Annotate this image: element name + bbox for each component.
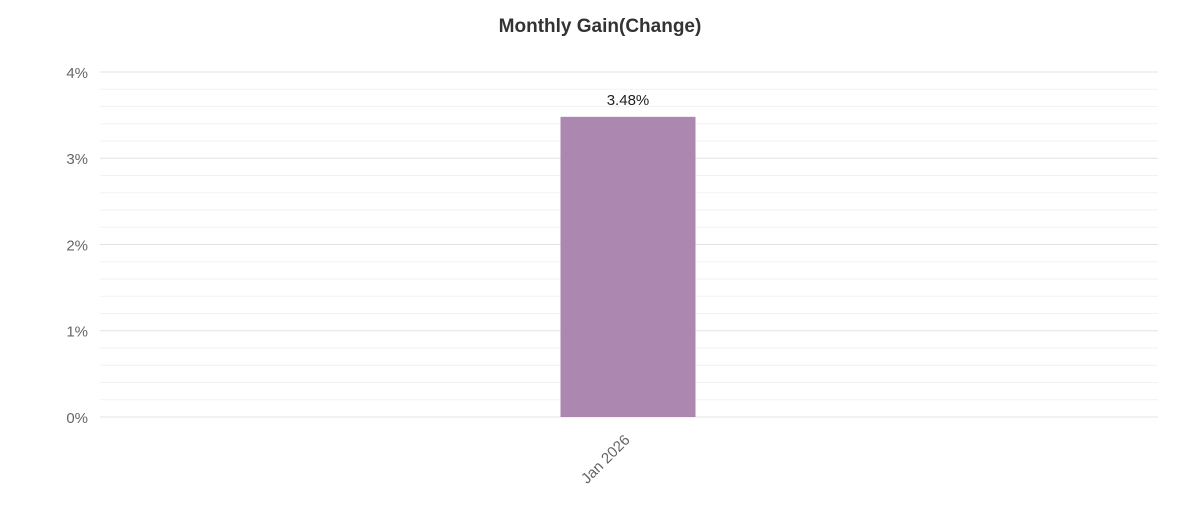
y-tick-label: 3% [66,151,88,168]
y-tick-label: 0% [66,410,88,427]
x-tick-label: Jan 2026 [578,432,634,488]
data-label: 3.48% [607,92,650,109]
chart-title: Monthly Gain(Change) [499,16,702,37]
y-tick-label: 1% [66,324,88,341]
bar [560,116,696,417]
y-tick-label: 2% [66,237,88,254]
y-tick-label: 4% [66,65,88,82]
